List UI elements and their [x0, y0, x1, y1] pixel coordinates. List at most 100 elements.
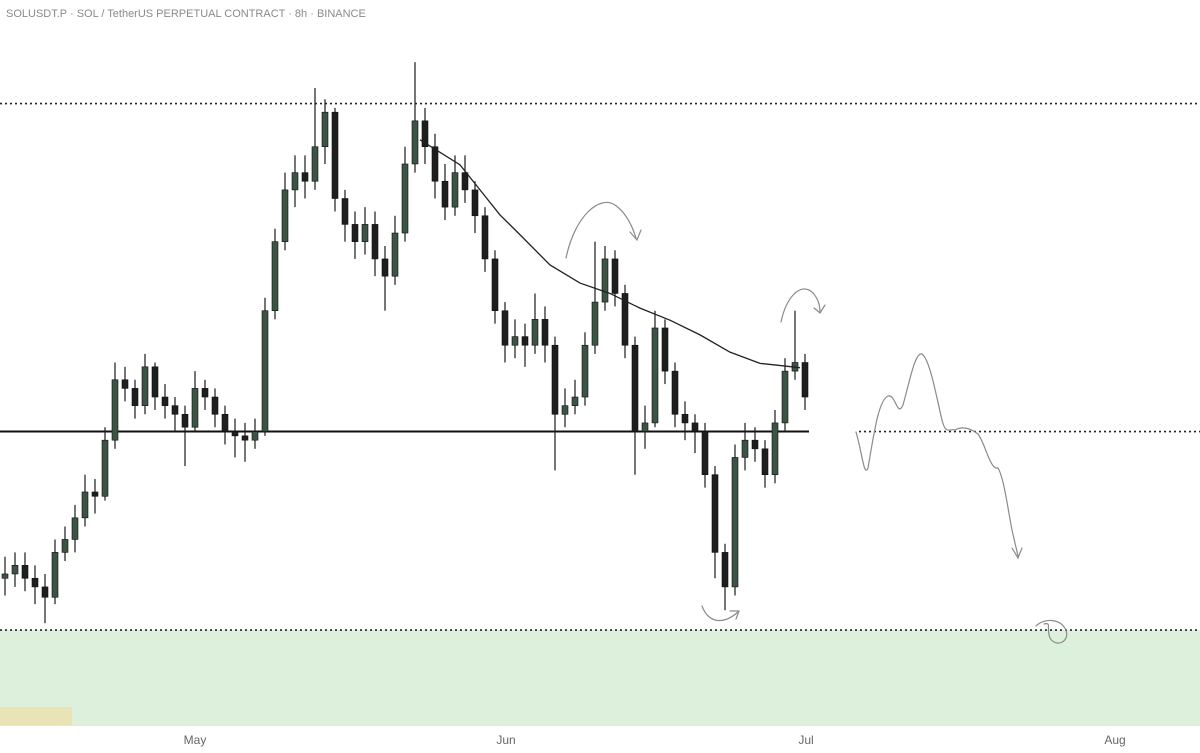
candle-body: [731, 457, 739, 588]
candle-body: [371, 224, 379, 260]
candle-body: [451, 172, 459, 208]
x-tick-label: Jun: [496, 733, 515, 747]
candle-body: [161, 396, 169, 406]
candle-body: [351, 224, 359, 242]
candle-body: [191, 388, 199, 428]
candle-body: [321, 111, 329, 148]
candle-body: [271, 241, 279, 312]
candle-body: [701, 431, 709, 476]
candle-body: [331, 111, 339, 199]
candle-body: [231, 431, 239, 437]
candle-body: [611, 258, 619, 294]
candle-body: [111, 379, 119, 441]
candle-body: [401, 163, 409, 234]
candle-body: [261, 310, 269, 432]
sketch-arrow: [701, 605, 739, 622]
candle-body: [121, 379, 129, 389]
candle-body: [81, 491, 89, 519]
candle-body: [411, 120, 419, 165]
candle-body: [771, 422, 779, 476]
candle-body: [131, 388, 139, 406]
candle-body: [61, 539, 69, 553]
candle-body: [531, 319, 539, 346]
candle-body: [41, 586, 49, 598]
candle-body: [311, 146, 319, 182]
moving-average: [419, 139, 801, 369]
candle-body: [631, 344, 639, 432]
sketch-loop: [1035, 619, 1068, 644]
candle-body: [561, 405, 569, 415]
candle-body: [201, 388, 209, 398]
candle-body: [591, 301, 599, 346]
candle-body: [661, 327, 669, 372]
candle-body: [171, 405, 179, 415]
support-zone: [0, 630, 1200, 725]
x-tick-label: Aug: [1104, 733, 1125, 747]
sketch-arrow: [780, 288, 821, 323]
candle-body: [691, 422, 699, 432]
sketch-arrow: [565, 201, 637, 259]
candle-body: [521, 336, 529, 346]
candle-body: [21, 565, 29, 579]
marks-layer: [1, 62, 809, 624]
candle-body: [541, 319, 549, 346]
candle-body: [651, 327, 659, 424]
candle-body: [741, 439, 749, 458]
candle-body: [471, 189, 479, 217]
candle-body: [571, 396, 579, 406]
candle-body: [431, 146, 439, 182]
price-marker: [0, 707, 72, 725]
candle-body: [51, 552, 59, 598]
candle-body: [241, 435, 249, 441]
chart-title: SOLUSDT.P · SOL / TetherUS PERPETUAL CON…: [6, 8, 366, 20]
candle-body: [671, 370, 679, 415]
candle-body: [761, 448, 769, 476]
candle-body: [11, 565, 19, 575]
candle-body: [801, 362, 809, 398]
sketch-arrow-head: [629, 229, 642, 242]
candle-body: [421, 120, 429, 148]
candle-body: [1, 573, 9, 579]
candle-body: [681, 413, 689, 424]
candle-body: [641, 422, 649, 432]
candle-body: [501, 310, 509, 346]
candle-body: [301, 172, 309, 182]
candle-body: [491, 258, 499, 312]
candle-body: [91, 491, 99, 497]
x-tick-label: May: [184, 733, 207, 747]
candle-body: [461, 172, 469, 191]
grid-layer: [0, 102, 1200, 631]
candle-body: [581, 344, 589, 398]
candle-body: [31, 577, 39, 588]
candle-body: [141, 366, 149, 406]
candle-body: [601, 258, 609, 303]
candle-body: [341, 198, 349, 225]
sketch-arrow-head: [1011, 547, 1023, 560]
candle-body: [441, 180, 449, 208]
candle-body: [551, 344, 559, 415]
sketch-arrow-head: [729, 610, 740, 620]
candle-body: [151, 366, 159, 398]
candle-body: [291, 172, 299, 191]
candle-body: [281, 189, 289, 242]
sketch-arrow-head: [813, 304, 826, 314]
candle-body: [621, 293, 629, 346]
candle-body: [391, 232, 399, 277]
x-tick-label: Jul: [798, 733, 813, 747]
candle-body: [751, 439, 759, 450]
candle-body: [721, 552, 729, 588]
candle-body: [711, 474, 719, 553]
candle-body: [381, 258, 389, 277]
candle-body: [221, 413, 229, 432]
candle-body: [181, 413, 189, 428]
candle-body: [251, 431, 259, 441]
candle-body: [211, 396, 219, 415]
candle-body: [71, 517, 79, 540]
annotations: [565, 201, 1068, 644]
candle-body: [361, 224, 369, 242]
zone-layer: [0, 630, 1200, 725]
sketch-path: [855, 353, 1019, 557]
candle-body: [481, 215, 489, 260]
